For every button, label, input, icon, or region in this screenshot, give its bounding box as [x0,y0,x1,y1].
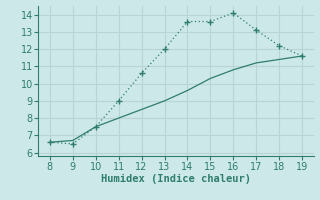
X-axis label: Humidex (Indice chaleur): Humidex (Indice chaleur) [101,174,251,184]
